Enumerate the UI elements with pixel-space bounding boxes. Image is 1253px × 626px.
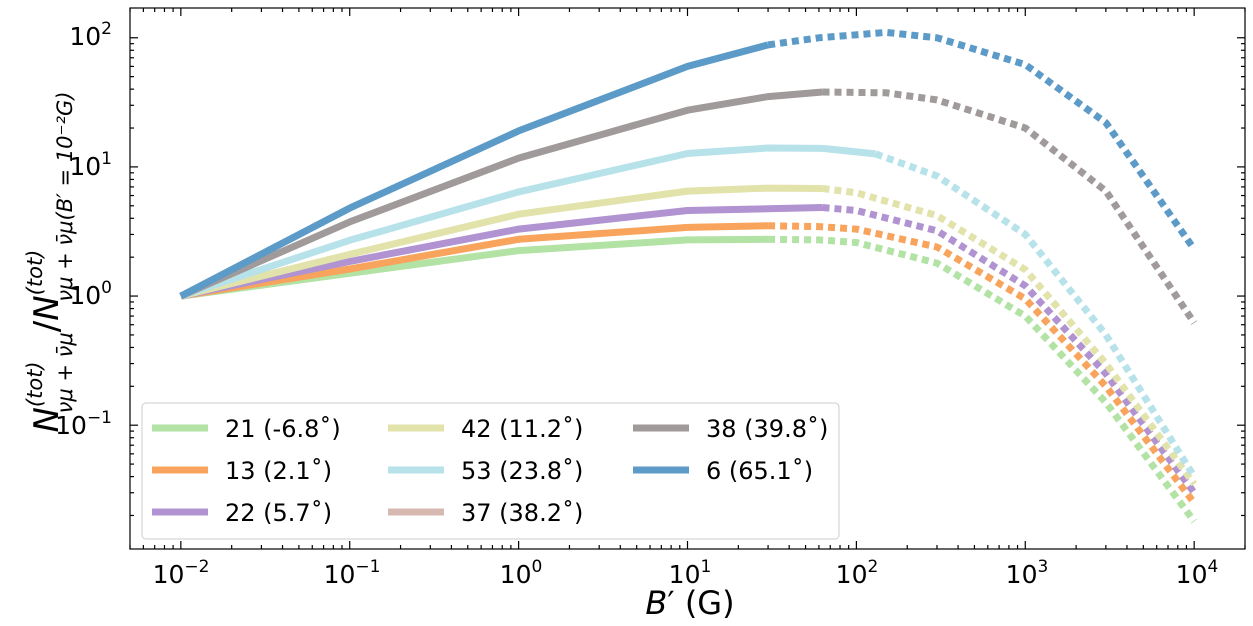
series-line-solid [180, 222, 769, 300]
legend-entry: 53 (23.8˚) [388, 457, 583, 485]
series-line-dotted [768, 222, 1197, 506]
y-tick-label: 102 [69, 19, 112, 51]
legend-label: 42 (11.2˚) [461, 415, 583, 443]
series-layer [179, 28, 1198, 524]
legend-entry: 37 (38.2˚) [388, 499, 583, 527]
y-tick-exp: 1 [101, 149, 112, 169]
x-tick-label: 102 [836, 557, 879, 589]
y-axis-title: N(tot) νμ + ν̄μ/N(tot) νμ + ν̄μ(B′ = 10⁻²G… [23, 91, 77, 432]
y-tick-base: 10 [55, 411, 87, 440]
series-line-solid [179, 88, 823, 300]
y-tick-base: 10 [69, 22, 101, 51]
y-tick-labels: 10−1 100 101 102 [55, 19, 112, 440]
y-tick-exp: 2 [101, 19, 112, 39]
y-tick-base: 10 [69, 152, 101, 181]
x-tick-base: 10 [500, 560, 532, 589]
series [180, 222, 1197, 506]
series [179, 28, 1198, 300]
y-axis-title-slash: / [27, 320, 67, 332]
x-tick-base: 10 [153, 560, 185, 589]
y-axis-title-sup2: (tot) [23, 250, 47, 296]
x-tick-exp: 0 [531, 557, 542, 577]
x-tick-labels: 10−2 10−1 100 101 102 103 104 [153, 557, 1219, 589]
y-tick-label: 100 [69, 278, 112, 310]
legend-label: 13 (2.1˚) [225, 457, 332, 485]
x-tick-exp: −2 [184, 557, 209, 577]
series [179, 184, 1198, 487]
x-tick-base: 10 [836, 560, 868, 589]
x-tick-label: 10−2 [153, 557, 210, 589]
x-tick-base: 10 [669, 560, 701, 589]
y-tick-label: 10−1 [55, 408, 112, 440]
legend-entry: 38 (39.8˚) [633, 415, 828, 443]
legend-entry: 42 (11.2˚) [388, 415, 583, 443]
x-axis-title-main: B [645, 584, 667, 622]
y-tick-exp: 0 [101, 278, 112, 298]
x-tick-label: 104 [1176, 557, 1219, 589]
series-line-dotted [768, 235, 1198, 524]
x-tick-base: 10 [1006, 560, 1038, 589]
y-axis-title-n1: N [27, 407, 67, 432]
series-line-dotted [767, 28, 1198, 252]
x-tick-label: 100 [500, 557, 543, 589]
y-tick-exp: −1 [87, 408, 112, 428]
legend-label: 37 (38.2˚) [461, 499, 583, 527]
x-tick-label: 101 [669, 557, 712, 589]
legend-label: 53 (23.8˚) [461, 457, 583, 485]
series-line-dotted [874, 150, 1198, 479]
x-tick-base: 10 [324, 560, 356, 589]
x-tick-base: 10 [1176, 560, 1208, 589]
legend-entry: 13 (2.1˚) [152, 457, 332, 485]
x-tick-exp: 4 [1207, 557, 1218, 577]
legend-label: 22 (5.7˚) [225, 499, 332, 527]
series-line-dotted [822, 88, 1198, 325]
series [179, 144, 1198, 479]
x-tick-exp: 2 [867, 557, 878, 577]
x-axis-title-unit: (G) [675, 584, 735, 622]
series [179, 88, 1198, 325]
x-tick-exp: −1 [355, 557, 380, 577]
x-tick-label: 10−1 [324, 557, 381, 589]
series-line-solid [179, 144, 876, 300]
series [180, 204, 1198, 495]
legend-entry: 21 (-6.8˚) [152, 415, 341, 443]
x-axis-title: B′ (G) [645, 584, 734, 622]
series-line-solid [180, 204, 823, 300]
legend-label: 38 (39.8˚) [706, 415, 828, 443]
x-tick-exp: 1 [700, 557, 711, 577]
y-axis-title-sub2: νμ + ν̄μ(B′ = 10⁻²G) [53, 91, 77, 301]
legend-frame [141, 402, 840, 540]
legend-entry: 22 (5.7˚) [152, 499, 332, 527]
tick-layer [129, 8, 1246, 549]
y-axis-title-sup1: (tot) [23, 361, 47, 407]
legend: 21 (-6.8˚) 13 (2.1˚) 22 (5.7˚) 42 (11.2˚… [141, 402, 840, 540]
legend-entry: 6 (65.1˚) [633, 457, 813, 485]
y-axis-title-sub1: νμ + ν̄μ [53, 332, 77, 413]
series-line-dotted [822, 185, 1198, 487]
series-line-dotted [822, 204, 1198, 495]
x-axis-title-prime: ′ [667, 584, 674, 622]
legend-label: 6 (65.1˚) [706, 457, 813, 485]
y-tick-base: 10 [69, 281, 101, 310]
x-tick-label: 103 [1006, 557, 1049, 589]
legend-label: 21 (-6.8˚) [225, 415, 341, 443]
series-line-solid [179, 184, 823, 300]
y-axis-title-n2: N [27, 295, 67, 320]
y-tick-label: 101 [69, 149, 112, 181]
series-line-solid [179, 41, 770, 300]
x-tick-exp: 3 [1037, 557, 1048, 577]
